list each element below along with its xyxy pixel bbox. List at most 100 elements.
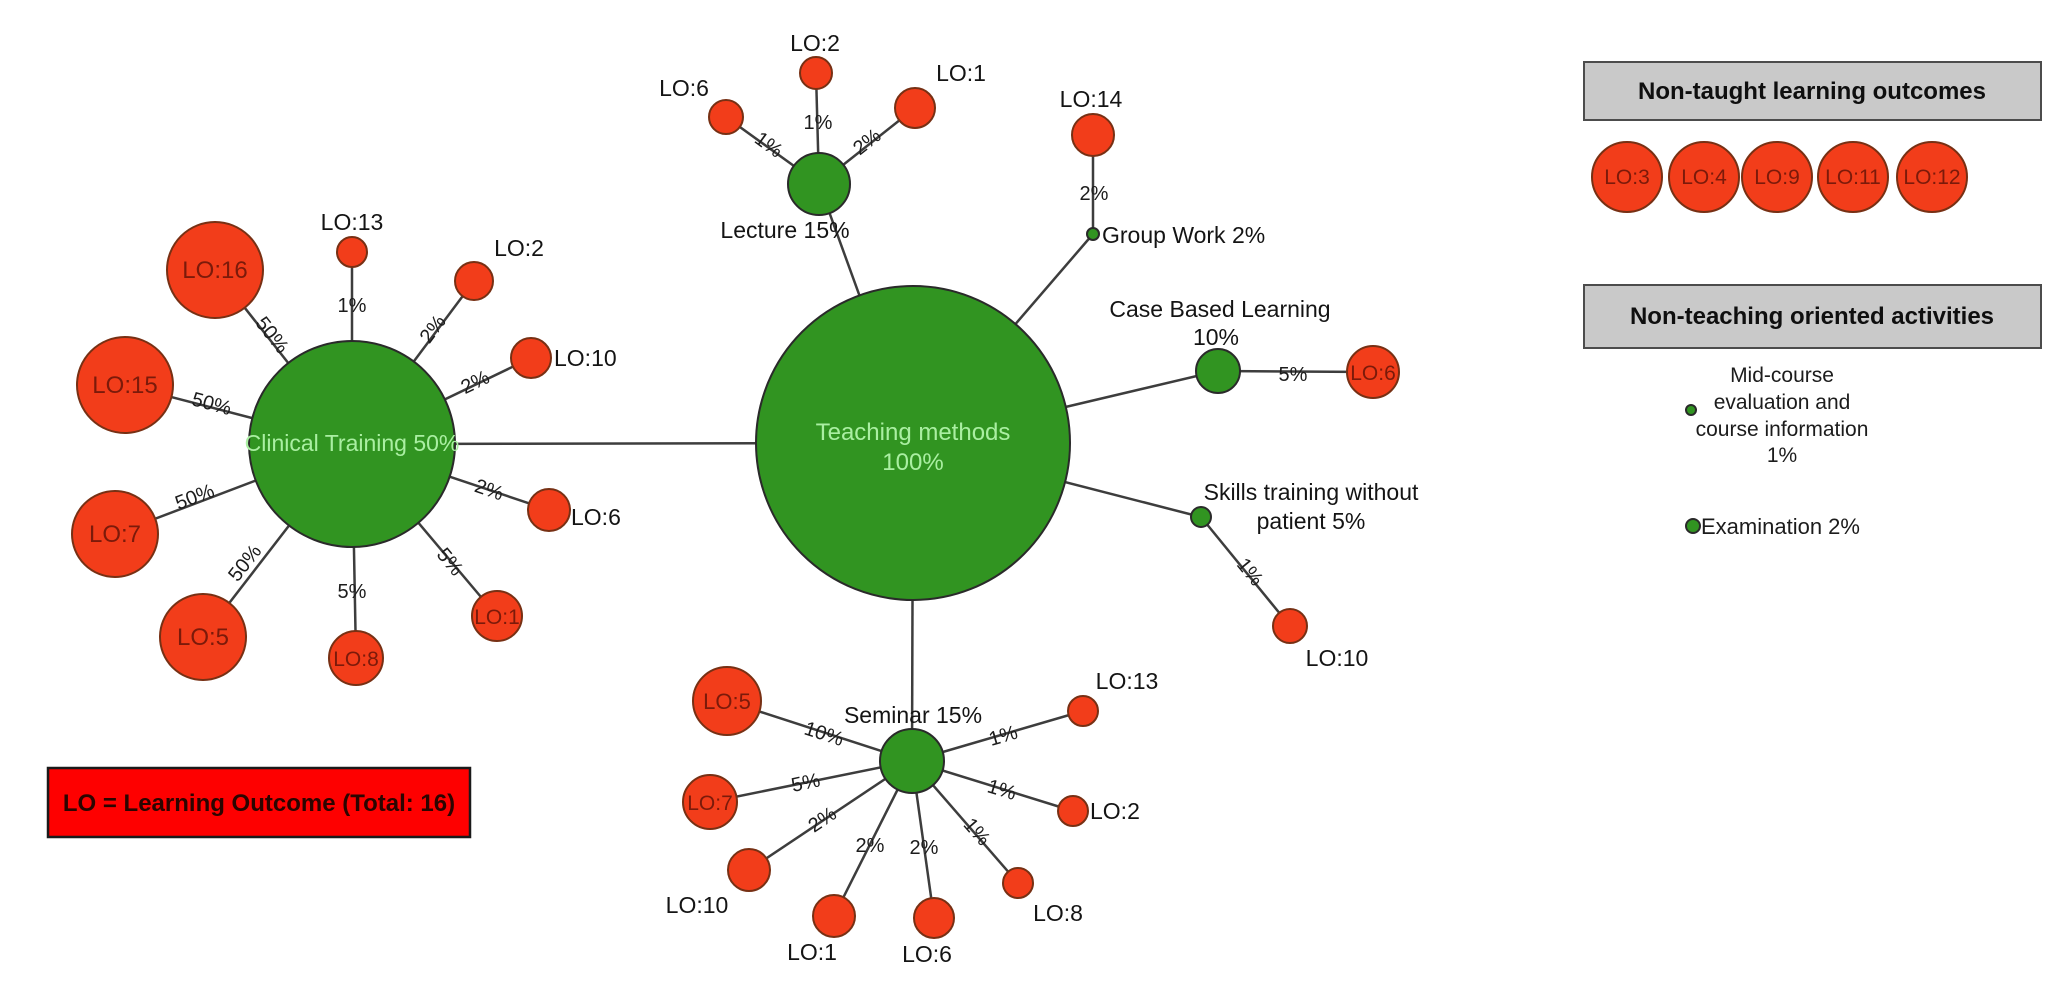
node-seminar-lo7 xyxy=(682,774,738,830)
clinical-lo10-label: LO:10 xyxy=(554,345,617,371)
node-clinical-lo2 xyxy=(454,261,494,301)
panel-non-teaching: Non-teaching oriented activities Mid-cou… xyxy=(1583,284,2042,539)
case-based-pct: 10% xyxy=(1193,324,1239,350)
pct-seminar-lo5: 10% xyxy=(801,718,846,751)
clinical-lo16-label: LO:16 xyxy=(182,257,247,284)
clinical-lo7-label: LO:7 xyxy=(89,521,141,548)
mid-course-dot xyxy=(1685,404,1697,416)
node-seminar-lo8 xyxy=(1002,867,1034,899)
clinical-lo2-label: LO:2 xyxy=(494,235,544,261)
mid-course-pct: 1% xyxy=(1767,444,1797,467)
node-clinical-training xyxy=(248,340,456,548)
node-nontaught-lo3 xyxy=(1591,141,1663,213)
legend: LO = Learning Outcome (Total: 16) xyxy=(46,766,472,839)
pct-seminar-lo6: 2% xyxy=(910,837,939,859)
node-lecture xyxy=(787,152,851,216)
seminar-lo13-label: LO:13 xyxy=(1096,668,1159,694)
casebased-lo6-label: LO:6 xyxy=(1350,362,1396,385)
node-nontaught-lo4 xyxy=(1668,141,1740,213)
seminar-lo5-label: LO:5 xyxy=(703,689,751,714)
case-based-label: Case Based Learning xyxy=(1109,296,1330,322)
node-seminar-lo10 xyxy=(727,848,771,892)
node-skills-lo10 xyxy=(1272,608,1308,644)
teaching-methods-pct: 100% xyxy=(882,449,943,476)
pct-clinical-lo2: 2% xyxy=(416,311,451,347)
seminar-lo2-label: LO:2 xyxy=(1090,798,1140,824)
nontaught-lo11-label: LO:11 xyxy=(1825,166,1881,189)
nontaught-lo4-label: LO:4 xyxy=(1681,166,1727,189)
node-skills-training xyxy=(1190,506,1212,528)
node-case-based-learning xyxy=(1195,348,1241,394)
pct-seminar-lo7: 5% xyxy=(789,769,822,797)
non-taught-title: Non-taught learning outcomes xyxy=(1638,78,1986,105)
group-work-label: Group Work 2% xyxy=(1102,222,1265,248)
pct-clinical-lo10: 2% xyxy=(458,366,494,399)
legend-text: LO = Learning Outcome (Total: 16) xyxy=(63,790,455,817)
pct-clinical-lo7: 50% xyxy=(172,480,217,515)
panel-non-taught: Non-taught learning outcomes LO:3 LO:4 L… xyxy=(1583,61,2042,213)
pct-clinical-lo6: 2% xyxy=(472,475,507,505)
seminar-lo8-label: LO:8 xyxy=(1033,900,1083,926)
clinical-lo1-label: LO:1 xyxy=(474,606,520,629)
node-clinical-lo10 xyxy=(510,337,552,379)
nontaught-lo3-label: LO:3 xyxy=(1604,166,1650,189)
node-nontaught-lo9 xyxy=(1741,141,1813,213)
seminar-lo1-label: LO:1 xyxy=(787,939,837,965)
nontaught-lo9-label: LO:9 xyxy=(1754,166,1800,189)
node-clinical-lo8 xyxy=(328,630,384,686)
pct-seminar-lo10: 2% xyxy=(805,803,841,838)
node-clinical-lo7 xyxy=(71,490,159,578)
pct-seminar-lo13: 1% xyxy=(986,722,1020,751)
node-clinical-lo13 xyxy=(336,236,368,268)
pct-seminar-lo2: 1% xyxy=(985,776,1019,806)
node-nontaught-lo11 xyxy=(1817,141,1889,213)
node-clinical-lo1 xyxy=(471,590,523,642)
node-seminar-lo2 xyxy=(1057,795,1089,827)
lecture-lo2-label: LO:2 xyxy=(790,30,840,56)
mid-course-line3: course information xyxy=(1696,418,1869,441)
lecture-lo6-label: LO:6 xyxy=(659,75,709,101)
groupwork-lo14-label: LO:14 xyxy=(1060,86,1123,112)
node-labels: Teaching methods 100% Clinical Training … xyxy=(89,30,1419,967)
pct-seminar-lo1: 2% xyxy=(856,835,885,857)
skills-label-line2: patient 5% xyxy=(1257,508,1366,534)
mid-course-line2: evaluation and xyxy=(1714,391,1851,414)
node-casebased-lo6 xyxy=(1346,345,1400,399)
node-lecture-lo2 xyxy=(799,56,833,90)
pct-casebased-lo6: 5% xyxy=(1279,364,1308,386)
pct-groupwork-lo14: 2% xyxy=(1080,183,1109,205)
node-groupwork-lo14 xyxy=(1071,113,1115,157)
lecture-lo1-label: LO:1 xyxy=(936,60,986,86)
pct-clinical-lo13: 1% xyxy=(338,295,367,317)
node-seminar xyxy=(879,728,945,794)
node-clinical-lo6 xyxy=(527,488,571,532)
non-teaching-title: Non-teaching oriented activities xyxy=(1630,303,1994,330)
clinical-training-label: Clinical Training 50% xyxy=(245,430,460,456)
node-seminar-lo13 xyxy=(1067,695,1099,727)
skills-lo10-label: LO:10 xyxy=(1306,645,1369,671)
node-clinical-lo16 xyxy=(166,221,264,319)
node-lecture-lo1 xyxy=(894,87,936,129)
node-group-work xyxy=(1086,227,1100,241)
examination-label: Examination 2% xyxy=(1701,514,1860,539)
lecture-label: Lecture 15% xyxy=(720,217,849,243)
edge-skills-lo10 xyxy=(1200,516,1291,627)
node-clinical-lo5 xyxy=(159,593,247,681)
clinical-lo15-label: LO:15 xyxy=(92,372,157,399)
skills-label-line1: Skills training without xyxy=(1204,479,1419,505)
seminar-lo7-label: LO:7 xyxy=(687,792,733,815)
node-lecture-lo6 xyxy=(708,99,744,135)
legend-box xyxy=(46,766,472,839)
seminar-lo10-label: LO:10 xyxy=(666,892,729,918)
examination-dot xyxy=(1685,518,1701,534)
non-taught-title-box xyxy=(1583,61,2042,121)
nontaught-lo12-label: LO:12 xyxy=(1903,166,1960,189)
clinical-lo8-label: LO:8 xyxy=(333,648,379,671)
pct-clinical-lo16: 50% xyxy=(251,313,293,358)
pct-lecture-lo2: 1% xyxy=(804,112,833,134)
node-nontaught-lo12 xyxy=(1896,141,1968,213)
nodes xyxy=(71,56,1400,939)
node-clinical-lo15 xyxy=(76,336,174,434)
seminar-lo6-label: LO:6 xyxy=(902,941,952,967)
teaching-methods-label: Teaching methods xyxy=(816,419,1011,446)
